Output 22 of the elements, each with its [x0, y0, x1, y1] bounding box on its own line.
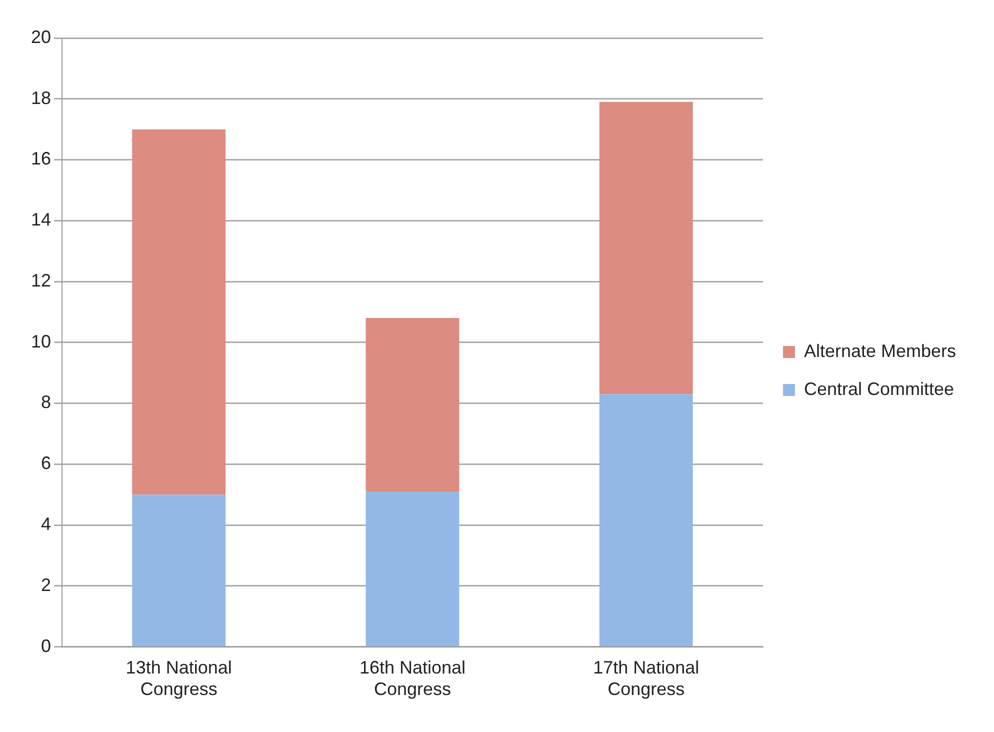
y-tick-label: 20 [30, 26, 52, 47]
bar [366, 318, 460, 492]
bar [132, 494, 226, 646]
y-tick-label: 12 [30, 270, 52, 290]
y-tick-label: 10 [30, 331, 52, 352]
y-tick-label: 2 [41, 574, 52, 595]
y-tick-label: 4 [41, 514, 52, 534]
legend-label: Central Committee [804, 378, 954, 399]
y-tick-label: 8 [41, 392, 52, 412]
bar [599, 102, 693, 394]
y-tick-label: 0 [41, 636, 52, 656]
bar [132, 129, 226, 495]
y-tick-label: 14 [30, 210, 52, 230]
x-tick-label: 16th National Congress [359, 658, 466, 700]
y-tick-label: 16 [30, 148, 52, 169]
legend-label: Alternate Members [804, 340, 956, 361]
bar [599, 394, 693, 646]
x-tick-label: 17th National Congress [593, 658, 700, 700]
x-tick-label: 13th National Congress [126, 658, 232, 700]
y-tick-label: 18 [30, 88, 52, 108]
y-tick-label: 6 [41, 453, 52, 474]
bar [366, 492, 460, 646]
